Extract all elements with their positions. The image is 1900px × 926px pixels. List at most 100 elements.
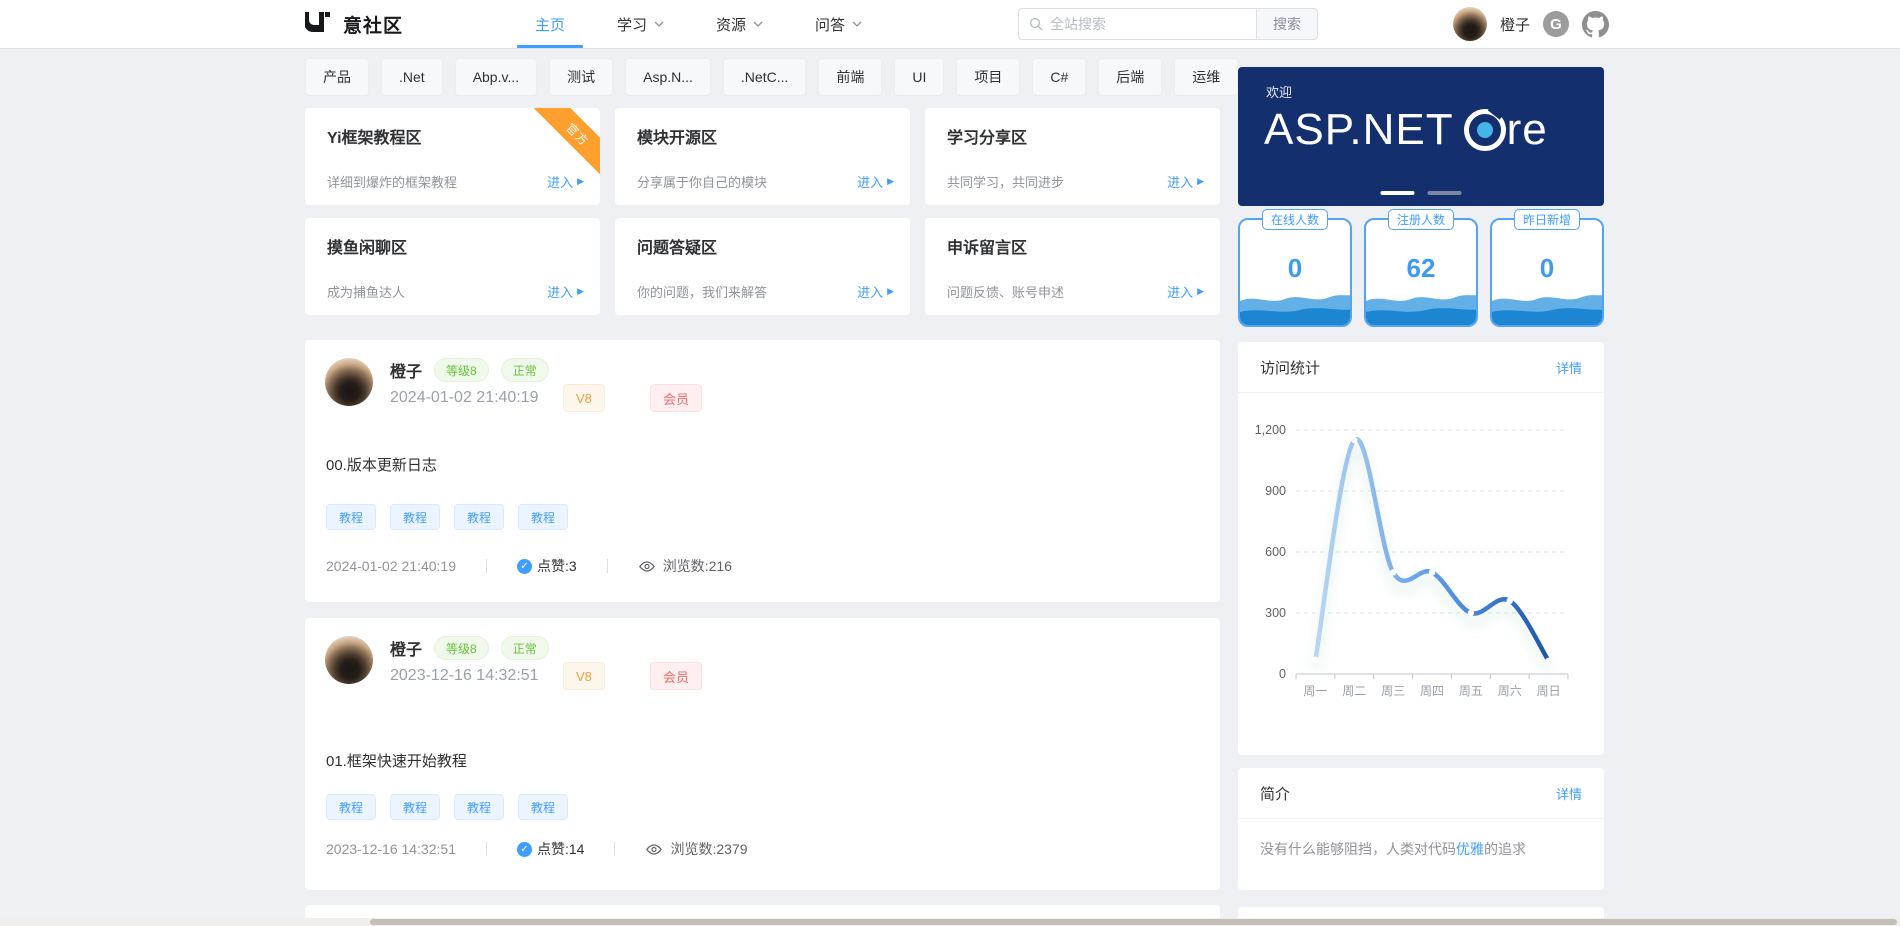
user-name[interactable]: 橙子: [1500, 16, 1531, 34]
post-card[interactable]: 橙子 等级8 正常 2024-01-02 21:40:19 V8 会员 00.版…: [305, 340, 1220, 602]
horizontal-scrollbar[interactable]: [0, 918, 1900, 926]
detail-link[interactable]: 详情: [1555, 360, 1582, 376]
carousel-dot-active[interactable]: [1380, 191, 1415, 195]
zone-card-learning-share[interactable]: 学习分享区 共同学习，共同进步 进入 ▶: [925, 108, 1220, 205]
search-button[interactable]: 搜索: [1256, 8, 1318, 40]
like-count[interactable]: ✓ 点赞:3: [517, 556, 577, 576]
tag-button[interactable]: 运维: [1174, 58, 1239, 96]
carousel-dot[interactable]: [1427, 191, 1462, 195]
nav-menu: 主页 学习 资源 问答: [517, 0, 862, 48]
welcome-banner[interactable]: 欢迎 ASP.NET re: [1238, 67, 1604, 206]
like-check-icon: ✓: [517, 841, 532, 857]
svg-text:周五: 周五: [1459, 684, 1483, 698]
enter-link[interactable]: 进入 ▶: [547, 175, 584, 190]
zone-title: 学习分享区: [947, 130, 1028, 147]
zone-card-question-answer[interactable]: 问题答疑区 你的问题，我们来解答 进入 ▶: [615, 218, 910, 315]
member-badge: 会员: [650, 384, 703, 412]
tag-button[interactable]: C#: [1032, 58, 1087, 96]
tag-button[interactable]: 后端: [1098, 58, 1163, 96]
zone-desc: 共同学习，共同进步: [947, 175, 1065, 190]
post-tag-chip[interactable]: 教程: [326, 504, 377, 530]
post-author-name[interactable]: 橙子: [390, 364, 423, 381]
search-field[interactable]: [1018, 8, 1256, 40]
search-box: 搜索: [1018, 8, 1318, 40]
aspnet-core-logo: ASP.NET re: [1264, 103, 1548, 154]
tag-button[interactable]: 项目: [956, 58, 1021, 96]
intro-highlight-link[interactable]: 优雅: [1456, 841, 1484, 857]
nav-item-label: 问答: [815, 16, 846, 34]
svg-text:300: 300: [1265, 606, 1286, 620]
chevron-down-icon: [753, 21, 763, 27]
zone-card-chat[interactable]: 摸鱼闲聊区 成为捕鱼达人 进入 ▶: [305, 218, 600, 315]
scrollbar-thumb[interactable]: [370, 919, 1897, 925]
nav-item-resources[interactable]: 资源: [716, 0, 763, 48]
visits-chart-svg: 0 300 600 900 1,200 周一 周二 周三 周四 周五 周六 周日: [1255, 423, 1569, 698]
nav-item-label: 主页: [535, 16, 566, 34]
water-wave-decoration: [1240, 295, 1350, 325]
zone-card-framework-tutorial[interactable]: Yi框架教程区 官方 详细到爆炸的框架教程 进入 ▶: [305, 108, 600, 205]
svg-text:周二: 周二: [1342, 684, 1366, 698]
brand[interactable]: 意社区: [304, 0, 403, 48]
post-datetime: 2023-12-16 14:32:51: [390, 667, 539, 684]
user-area: 橙子 G: [1453, 0, 1610, 48]
zone-desc: 你的问题，我们来解答: [637, 285, 768, 300]
search-input[interactable]: [1050, 16, 1246, 32]
nav-item-label: 资源: [716, 16, 747, 34]
post-author-avatar[interactable]: [325, 636, 373, 684]
svg-text:600: 600: [1265, 545, 1286, 559]
zone-title: 申诉留言区: [947, 240, 1028, 257]
tag-button[interactable]: Asp.N...: [625, 58, 711, 96]
post-tag-chip[interactable]: 教程: [518, 794, 569, 820]
like-count[interactable]: ✓ 点赞:14: [517, 839, 584, 859]
tag-button[interactable]: 测试: [549, 58, 614, 96]
post-tag-chip[interactable]: 教程: [390, 794, 441, 820]
stat-value: 62: [1406, 253, 1436, 283]
enter-link[interactable]: 进入 ▶: [1167, 175, 1204, 190]
post-author-name[interactable]: 橙子: [390, 642, 423, 659]
gitee-icon[interactable]: G: [1543, 11, 1570, 37]
stat-value: 0: [1539, 253, 1555, 283]
tag-button[interactable]: 前端: [818, 58, 883, 96]
post-tag-chip[interactable]: 教程: [454, 504, 505, 530]
intro-panel: 简介 详情 没有什么能够阻挡，人类对代码优雅的追求: [1238, 768, 1604, 890]
user-avatar[interactable]: [1453, 7, 1487, 41]
zone-card-module-opensource[interactable]: 模块开源区 分享属于你自己的模块 进入 ▶: [615, 108, 910, 205]
search-icon: [1029, 17, 1043, 31]
tag-button[interactable]: UI: [894, 58, 945, 96]
post-tag-chip[interactable]: 教程: [518, 504, 569, 530]
official-ribbon: 官方: [528, 108, 600, 180]
enter-link[interactable]: 进入 ▶: [547, 285, 584, 300]
stat-label: 昨日新增: [1513, 209, 1581, 230]
post-title[interactable]: 01.框架快速开始教程: [326, 753, 467, 770]
zone-desc: 成为捕鱼达人: [327, 285, 406, 300]
tag-button[interactable]: .Net: [381, 58, 443, 96]
tag-button[interactable]: 产品: [305, 58, 369, 96]
post-title[interactable]: 00.版本更新日志: [326, 457, 437, 474]
water-wave-decoration: [1366, 295, 1476, 325]
banner-welcome-text: 欢迎: [1266, 85, 1293, 100]
enter-link[interactable]: 进入 ▶: [1167, 285, 1204, 300]
post-tag-chip[interactable]: 教程: [390, 504, 441, 530]
post-footer-datetime: 2024-01-02 21:40:19: [326, 558, 456, 574]
nav-item-qa[interactable]: 问答: [815, 0, 862, 48]
post-author-avatar[interactable]: [325, 358, 373, 406]
post-card[interactable]: 橙子 等级8 正常 2023-12-16 14:32:51 V8 会员 01.框…: [305, 618, 1220, 890]
tag-button[interactable]: Abp.v...: [454, 58, 538, 96]
detail-link[interactable]: 详情: [1555, 786, 1582, 802]
post-tags: 教程 教程 教程 教程: [326, 504, 569, 530]
post-tag-chip[interactable]: 教程: [326, 794, 377, 820]
enter-link[interactable]: 进入 ▶: [857, 175, 894, 190]
chevron-down-icon: [654, 21, 664, 27]
zone-card-appeal-message[interactable]: 申诉留言区 问题反馈、账号申述 进入 ▶: [925, 218, 1220, 315]
divider: [606, 559, 608, 573]
eye-icon: [638, 560, 655, 572]
enter-link[interactable]: 进入 ▶: [857, 285, 894, 300]
tag-button[interactable]: .NetC...: [722, 58, 807, 96]
divider: [1238, 392, 1604, 393]
post-tag-chip[interactable]: 教程: [454, 794, 505, 820]
nav-item-learn[interactable]: 学习: [617, 0, 664, 48]
github-icon[interactable]: [1582, 10, 1610, 38]
stat-card-new-yesterday: 昨日新增 0: [1490, 209, 1604, 327]
stat-label: 在线人数: [1261, 209, 1329, 230]
nav-item-home[interactable]: 主页: [517, 0, 583, 48]
